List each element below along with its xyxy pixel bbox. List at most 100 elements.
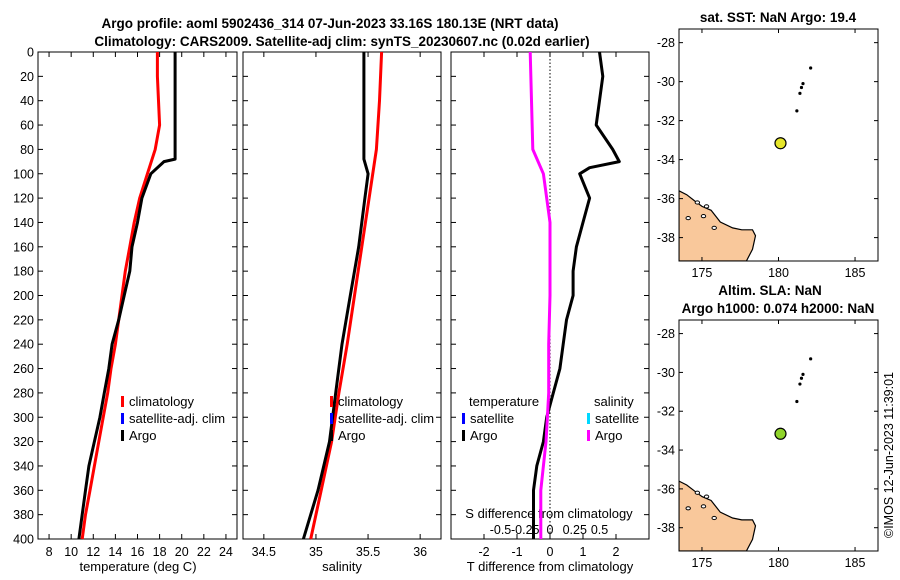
sst-map-ytick-label: -36 <box>657 192 675 206</box>
figure-title-line1: Argo profile: aoml 5902436_314 07-Jun-20… <box>102 16 559 31</box>
sst-map-track-point <box>799 85 804 90</box>
depth-ytick-label: 320 <box>13 435 34 449</box>
difference-t-xtick-label: 2 <box>613 545 620 559</box>
sla-map-ytick-label: -38 <box>657 521 675 535</box>
sst-map-xtick-label: 180 <box>768 266 789 280</box>
difference-s-tick-label: -0.5 <box>490 523 512 537</box>
depth-ytick-label: 340 <box>13 459 34 473</box>
sst-map-group: 175 180 185 -28 -30 -32 -34 -36 -38 sat. SST: NaN… <box>657 10 879 280</box>
depth-ytick-label: 0 <box>27 46 34 60</box>
sla-map-ytick-label: -30 <box>657 366 675 380</box>
temperature-xtick-label: 8 <box>46 545 53 559</box>
difference-s-tick-label: 0.5 <box>591 523 608 537</box>
sst-map-track-point <box>795 109 799 113</box>
salinity-xlabel: salinity <box>322 559 362 574</box>
difference-legend-t-argo-swatch <box>462 430 465 441</box>
salinity-legend-climatology-label: climatology <box>338 394 404 409</box>
sst-map-ytick-label: -30 <box>657 75 675 89</box>
sla-map-land <box>679 480 757 551</box>
depth-ytick-label: 300 <box>13 411 34 425</box>
difference-legend-t-satellite-swatch <box>462 413 465 424</box>
sst-map-track-point <box>809 66 813 70</box>
sst-map-island <box>703 204 710 209</box>
difference-legend-t-argo-label: Argo <box>470 428 497 443</box>
salinity-argo-line <box>301 52 370 540</box>
depth-ytick-label: 80 <box>20 143 34 157</box>
salinity-panel-frame <box>242 51 442 540</box>
sla-map-track-point <box>801 372 805 376</box>
sla-map-float-marker <box>774 427 787 440</box>
salinity-legend-argo-label: Argo <box>338 428 365 443</box>
sla-map-ytick-label: -36 <box>657 482 675 496</box>
difference-s-tick-label: 0.25 <box>563 523 587 537</box>
sla-map-group: 175 180 185 -28 -30 -32 -34 -36 -38 Altim. SLA: N… <box>657 283 879 570</box>
difference-legend-salinity-title: salinity <box>594 394 634 409</box>
sst-map-island <box>685 216 691 221</box>
temperature-legend-climatology-swatch <box>121 396 124 407</box>
sla-map-island <box>711 515 717 521</box>
temperature-xtick-label: 14 <box>108 545 122 559</box>
depth-ytick-label: 380 <box>13 508 34 522</box>
sst-map-land <box>679 190 757 261</box>
temperature-legend-argo-label: Argo <box>129 428 156 443</box>
sla-map-ytick-label: -34 <box>657 444 675 458</box>
sla-map-ytick-label: -32 <box>657 405 675 419</box>
temperature-legend-satellite-label: satellite-adj. clim <box>129 411 225 426</box>
salinity-xtick-label: 36 <box>413 545 427 559</box>
difference-t-xtick-label: -1 <box>511 545 522 559</box>
sla-map-title-2: Argo h1000: 0.074 h2000: NaN <box>682 301 875 316</box>
sst-map-island <box>711 225 717 230</box>
imos-watermark: ©IMOS 12-Jun-2023 11:39:01 <box>882 372 896 538</box>
salinity-xtick-label: 35.5 <box>356 545 380 559</box>
temperature-xtick-label: 24 <box>219 545 233 559</box>
depth-ytick-label: 160 <box>13 240 34 254</box>
depth-ytick-label: 240 <box>13 338 34 352</box>
sla-map-title-1: Altim. SLA: NaN <box>718 283 822 298</box>
sst-map-xtick-label: 185 <box>845 266 866 280</box>
salinity-legend-satellite-swatch <box>330 413 333 424</box>
temperature-xtick-label: 16 <box>131 545 145 559</box>
sla-map-track-point <box>809 357 813 361</box>
sla-map-island <box>694 490 701 495</box>
temperature-xtick-label: 18 <box>153 545 167 559</box>
difference-legend-temperature-title: temperature <box>469 394 539 409</box>
difference-t-xtick-label: 1 <box>580 545 587 559</box>
depth-ytick-label: 220 <box>13 313 34 327</box>
temperature-xtick-label: 20 <box>175 545 189 559</box>
salinity-legend-climatology-swatch <box>330 396 333 407</box>
difference-s-tick-label: 0 <box>547 523 554 537</box>
sla-map-track-point <box>795 399 799 404</box>
salinity-xtick-label: 35 <box>309 545 323 559</box>
sst-map-island <box>694 200 701 205</box>
depth-ytick-label: 280 <box>13 386 34 400</box>
sla-map-track-point <box>799 376 804 380</box>
salinity-climatology-line <box>309 51 384 540</box>
difference-t-xtick-label: -2 <box>478 545 489 559</box>
depth-ytick-label: 360 <box>13 484 34 498</box>
salinity-xtick-label: 34.5 <box>252 545 276 559</box>
temperature-xtick-label: 12 <box>86 545 100 559</box>
sla-map-island <box>703 494 710 499</box>
temperature-panel-frame <box>37 51 238 540</box>
temperature-legend-argo-swatch <box>121 430 124 441</box>
depth-ytick-label: 200 <box>13 289 34 303</box>
sla-map-xtick-label: 180 <box>768 556 789 570</box>
sst-map-island <box>700 214 707 219</box>
temperature-xtick-label: 22 <box>197 545 211 559</box>
depth-ytick-label: 140 <box>13 216 34 230</box>
sst-map-track-point <box>801 81 805 86</box>
sst-map-float-marker <box>774 137 787 150</box>
difference-t-xlabel: T difference from climatology <box>467 559 634 574</box>
difference-t-xtick-label: 0 <box>547 545 554 559</box>
depth-ytick-label: 260 <box>13 362 34 376</box>
temperature-xlabel: temperature (deg C) <box>79 559 196 574</box>
depth-ytick-label: 100 <box>13 167 34 181</box>
difference-legend-s-argo-swatch <box>587 430 590 441</box>
difference-legend-t-satellite-label: satellite <box>470 411 514 426</box>
sla-map-xtick-label: 185 <box>845 556 866 570</box>
sla-map-island <box>700 504 707 509</box>
difference-s-tick-label: -0.25 <box>511 523 540 537</box>
difference-legend-s-satellite-label: satellite <box>595 411 639 426</box>
figure-title-line2: Climatology: CARS2009. Satellite-adj cli… <box>94 34 589 49</box>
